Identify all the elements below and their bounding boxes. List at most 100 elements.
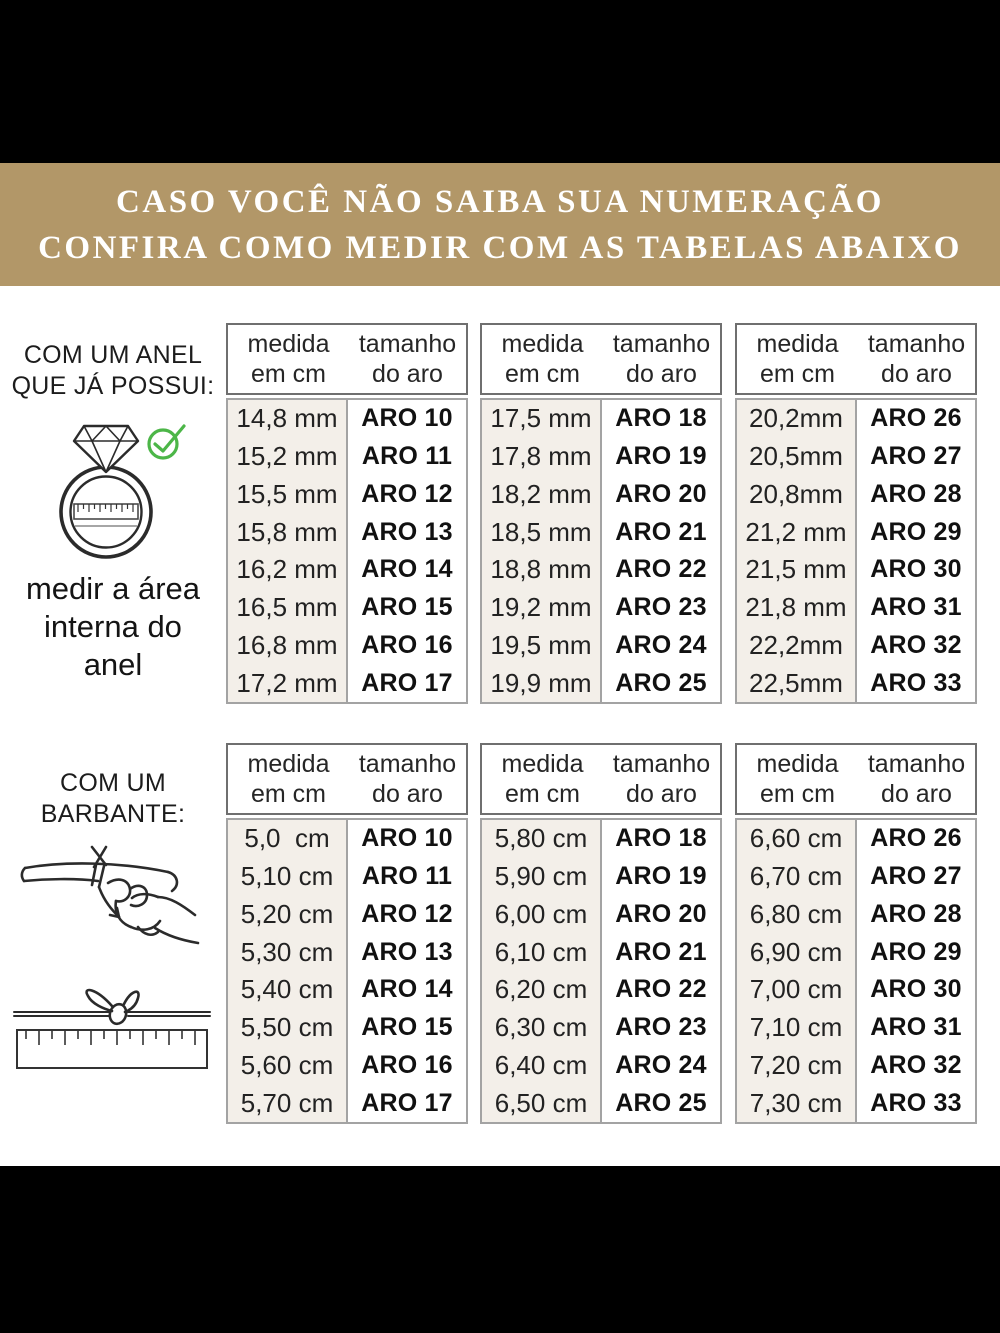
header-measure: medida em cm [247, 330, 330, 388]
measure-value: 22,2mm [737, 626, 857, 665]
aro-value: ARO 30 [870, 975, 962, 1004]
size-table-aro-18-25-cm: medida em cm tamanho do aro 5,80 cm ARO 1… [480, 743, 722, 1124]
table-body: 6,60 cm ARO 26 6,70 cm ARO 27 6,80 cm ARO 28 6… [735, 818, 977, 1124]
header-size: tamanho do aro [358, 750, 457, 808]
aro-value: ARO 27 [870, 862, 962, 891]
measure-value: 6,90 cm [737, 933, 857, 971]
check-icon [147, 424, 186, 460]
top-letterbox-bar [0, 0, 1000, 163]
measure-value: 16,5 mm [228, 588, 348, 627]
table-header: medida em cm tamanho do aro [226, 323, 468, 395]
table-header: medida em cm tamanho do aro [226, 743, 468, 815]
aro-value: ARO 23 [615, 593, 707, 622]
table-header: medida em cm tamanho do aro [735, 323, 977, 395]
measure-value: 21,8 mm [737, 588, 857, 627]
size-table-aro-26-33-mm: medida em cm tamanho do aro 20,2mm ARO 26… [735, 323, 977, 704]
aro-value: ARO 18 [615, 404, 707, 433]
table-body: 17,5 mm ARO 18 17,8 mm ARO 19 18,2 mm ARO 20 1… [480, 398, 722, 704]
aro-value: ARO 14 [361, 975, 453, 1004]
measure-value: 20,2mm [737, 400, 857, 438]
header-measure: medida em cm [501, 750, 584, 808]
measure-value: 5,80 cm [482, 820, 602, 858]
aro-value: ARO 23 [615, 1013, 707, 1042]
measure-value: 18,8 mm [482, 551, 602, 589]
aro-value: ARO 10 [361, 824, 453, 853]
ring-heading-line1: COM UM ANEL [23, 341, 203, 369]
barbante-heading-line2: BARBANTE: [40, 800, 186, 828]
aro-value: ARO 25 [615, 1088, 707, 1117]
measure-value: 6,30 cm [482, 1008, 602, 1047]
measure-value: 17,8 mm [482, 437, 602, 476]
measure-value: 6,50 cm [482, 1084, 602, 1122]
measure-value: 5,40 cm [228, 971, 348, 1009]
measure-value: 15,2 mm [228, 437, 348, 476]
aro-value: ARO 28 [870, 479, 962, 508]
measure-value: 5,30 cm [228, 933, 348, 971]
size-table-aro-18-25-mm: medida em cm tamanho do aro 17,5 mm ARO 1… [480, 323, 722, 704]
ring-section-heading: COM UM ANEL QUE JÁ POSSUI: [0, 340, 226, 402]
header-size: tamanho do aro [612, 330, 711, 388]
measure-value: 5,70 cm [228, 1084, 348, 1122]
measure-value: 5,10 cm [228, 857, 348, 896]
measure-value: 20,8mm [737, 475, 857, 514]
ring-caption-line2: interna do [44, 609, 182, 644]
barbante-heading-line1: COM UM [60, 769, 166, 797]
table-header: medida em cm tamanho do aro [480, 323, 722, 395]
aro-value: ARO 14 [361, 555, 453, 584]
header-measure: medida em cm [756, 750, 839, 808]
measure-value: 5,50 cm [228, 1008, 348, 1047]
aro-value: ARO 16 [361, 630, 453, 659]
header-measure: medida em cm [247, 750, 330, 808]
measure-value: 6,10 cm [482, 933, 602, 971]
string-knot-ruler-icon [13, 988, 211, 1069]
aro-value: ARO 17 [361, 668, 453, 697]
aro-value: ARO 20 [615, 479, 707, 508]
header-size: tamanho do aro [867, 330, 966, 388]
header-size: tamanho do aro [612, 750, 711, 808]
size-table-aro-10-17-cm: medida em cm tamanho do aro 5,0 cm ARO 10… [226, 743, 468, 1124]
table-body: 20,2mm ARO 26 20,5mm ARO 27 20,8mm ARO 28 21,2… [735, 398, 977, 704]
aro-value: ARO 17 [361, 1088, 453, 1117]
aro-value: ARO 12 [361, 899, 453, 928]
measure-value: 21,5 mm [737, 551, 857, 589]
aro-value: ARO 30 [870, 555, 962, 584]
aro-value: ARO 27 [870, 442, 962, 471]
measure-value: 5,0 cm [228, 820, 348, 858]
aro-value: ARO 13 [361, 937, 453, 966]
aro-value: ARO 18 [615, 824, 707, 853]
measure-value: 5,60 cm [228, 1046, 348, 1085]
table-body: 14,8 mm ARO 10 15,2 mm ARO 11 15,5 mm ARO 12 1… [226, 398, 468, 704]
ring-caption: medir a área interna do anel [0, 570, 226, 684]
aro-value: ARO 19 [615, 862, 707, 891]
measure-value: 6,20 cm [482, 971, 602, 1009]
barbante-section-heading: COM UM BARBANTE: [0, 768, 226, 830]
aro-value: ARO 32 [870, 1050, 962, 1079]
aro-value: ARO 33 [870, 668, 962, 697]
header-measure: medida em cm [501, 330, 584, 388]
aro-value: ARO 15 [361, 1013, 453, 1042]
header-size: tamanho do aro [867, 750, 966, 808]
aro-value: ARO 11 [361, 442, 453, 471]
aro-value: ARO 24 [615, 630, 707, 659]
aro-value: ARO 15 [361, 593, 453, 622]
measure-value: 16,8 mm [228, 626, 348, 665]
measure-value: 22,5mm [737, 664, 857, 702]
measure-value: 7,30 cm [737, 1084, 857, 1122]
banner-title-line1: CASO VOCÊ NÃO SAIBA SUA NUMERAÇÃO [116, 183, 884, 220]
aro-value: ARO 28 [870, 899, 962, 928]
measure-value: 6,70 cm [737, 857, 857, 896]
aro-value: ARO 26 [870, 404, 962, 433]
table-header: medida em cm tamanho do aro [735, 743, 977, 815]
aro-value: ARO 20 [615, 899, 707, 928]
aro-value: ARO 32 [870, 630, 962, 659]
aro-value: ARO 12 [361, 479, 453, 508]
aro-value: ARO 33 [870, 1088, 962, 1117]
ring-icon [59, 424, 153, 559]
measure-value: 20,5mm [737, 437, 857, 476]
aro-value: ARO 21 [615, 517, 707, 546]
header-size: tamanho do aro [358, 330, 457, 388]
table-body: 5,80 cm ARO 18 5,90 cm ARO 19 6,00 cm ARO 20 6… [480, 818, 722, 1124]
measure-value: 15,5 mm [228, 475, 348, 514]
measure-value: 21,2 mm [737, 513, 857, 551]
